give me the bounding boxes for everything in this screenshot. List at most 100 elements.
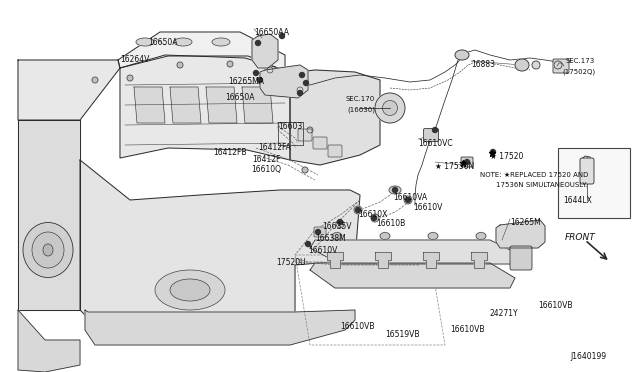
Circle shape — [337, 219, 342, 224]
FancyBboxPatch shape — [461, 157, 473, 167]
Ellipse shape — [32, 232, 64, 268]
Ellipse shape — [332, 232, 342, 240]
Circle shape — [433, 128, 438, 132]
Ellipse shape — [380, 232, 390, 240]
FancyBboxPatch shape — [314, 227, 326, 237]
Polygon shape — [375, 252, 391, 268]
Circle shape — [404, 196, 412, 204]
Circle shape — [371, 214, 379, 222]
Circle shape — [392, 187, 397, 192]
Ellipse shape — [554, 61, 562, 69]
Text: 16610VB: 16610VB — [538, 301, 573, 310]
Circle shape — [465, 160, 470, 164]
Polygon shape — [120, 56, 290, 160]
Polygon shape — [170, 87, 201, 123]
Text: 16638M: 16638M — [315, 234, 346, 243]
Text: ★ 17536N: ★ 17536N — [435, 162, 474, 171]
Text: 16650A: 16650A — [148, 38, 177, 47]
Polygon shape — [310, 263, 515, 288]
Ellipse shape — [136, 38, 154, 46]
Ellipse shape — [532, 61, 540, 69]
Ellipse shape — [212, 38, 230, 46]
Ellipse shape — [375, 93, 405, 123]
Text: 16883: 16883 — [471, 60, 495, 69]
Ellipse shape — [174, 38, 192, 46]
Circle shape — [303, 80, 308, 86]
Circle shape — [227, 61, 233, 67]
Text: 16412FB: 16412FB — [213, 148, 246, 157]
Text: 16265M: 16265M — [510, 218, 541, 227]
Text: J1640199: J1640199 — [570, 352, 606, 361]
Text: 16650A: 16650A — [225, 93, 255, 102]
Polygon shape — [290, 70, 380, 165]
Ellipse shape — [515, 59, 529, 71]
FancyBboxPatch shape — [424, 128, 438, 141]
Ellipse shape — [155, 270, 225, 310]
Ellipse shape — [455, 50, 469, 60]
Circle shape — [253, 71, 259, 76]
Circle shape — [316, 230, 321, 234]
Circle shape — [302, 167, 308, 173]
Circle shape — [92, 77, 98, 83]
Ellipse shape — [389, 186, 401, 194]
Text: 17520U: 17520U — [276, 258, 306, 267]
Circle shape — [336, 220, 344, 228]
Text: 16265MA: 16265MA — [228, 77, 264, 86]
Circle shape — [280, 33, 285, 38]
Circle shape — [490, 150, 495, 154]
Text: 16264V: 16264V — [120, 55, 149, 64]
FancyBboxPatch shape — [553, 59, 569, 73]
Text: SEC.173: SEC.173 — [566, 58, 595, 64]
Polygon shape — [206, 87, 237, 123]
Polygon shape — [471, 252, 487, 268]
Polygon shape — [496, 220, 545, 248]
Circle shape — [406, 198, 410, 202]
Circle shape — [267, 67, 273, 73]
Polygon shape — [80, 160, 360, 340]
Text: 16610V: 16610V — [413, 203, 442, 212]
Circle shape — [298, 90, 303, 96]
FancyBboxPatch shape — [313, 137, 327, 149]
Polygon shape — [18, 120, 80, 310]
Polygon shape — [260, 65, 308, 98]
Circle shape — [255, 41, 260, 45]
FancyBboxPatch shape — [510, 246, 532, 270]
Bar — [558, 148, 630, 218]
Circle shape — [300, 73, 305, 77]
Polygon shape — [18, 60, 120, 120]
Text: SEC.170: SEC.170 — [346, 96, 375, 102]
Text: 16610VC: 16610VC — [418, 139, 452, 148]
Ellipse shape — [43, 244, 53, 256]
Circle shape — [257, 77, 262, 83]
Circle shape — [305, 241, 310, 247]
Text: (16630): (16630) — [347, 106, 375, 112]
Ellipse shape — [383, 100, 397, 115]
Circle shape — [371, 215, 376, 221]
Text: 16650AA: 16650AA — [254, 28, 289, 37]
Ellipse shape — [170, 279, 210, 301]
FancyBboxPatch shape — [580, 158, 594, 184]
Circle shape — [127, 75, 133, 81]
Polygon shape — [327, 252, 343, 268]
Text: FRONT: FRONT — [565, 233, 596, 242]
FancyBboxPatch shape — [328, 145, 342, 157]
Ellipse shape — [476, 232, 486, 240]
Text: 16610B: 16610B — [376, 219, 405, 228]
Text: 16610VB: 16610VB — [450, 325, 484, 334]
Circle shape — [297, 87, 303, 93]
Polygon shape — [118, 32, 285, 70]
Text: 16603: 16603 — [278, 122, 302, 131]
Polygon shape — [310, 240, 520, 264]
Text: 16610VB: 16610VB — [340, 322, 374, 331]
Text: (17502Q): (17502Q) — [562, 68, 595, 74]
Polygon shape — [423, 252, 439, 268]
Circle shape — [177, 62, 183, 68]
Text: 16610X: 16610X — [358, 210, 387, 219]
Text: 24271Y: 24271Y — [490, 309, 518, 318]
Circle shape — [307, 127, 313, 133]
Text: 16412FA: 16412FA — [258, 143, 291, 152]
Text: 16610V: 16610V — [308, 246, 337, 255]
Text: 16610VA: 16610VA — [393, 193, 427, 202]
Polygon shape — [242, 87, 273, 123]
Text: 16519VB: 16519VB — [385, 330, 419, 339]
